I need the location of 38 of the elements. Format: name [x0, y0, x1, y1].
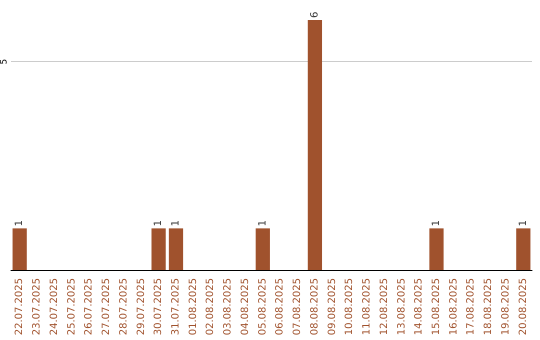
- y-tick-label: 5: [0, 58, 10, 65]
- x-tick-label: 29.07.2025: [136, 278, 147, 336]
- x-tick-label: 10.08.2025: [344, 278, 356, 336]
- data-label: 6: [309, 12, 320, 18]
- x-tick-label: 24.07.2025: [48, 278, 60, 336]
- x-tick-label: 14.08.2025: [414, 278, 425, 336]
- x-tick-label: 17.08.2025: [466, 278, 477, 336]
- x-tick-label: 08.08.2025: [309, 278, 320, 336]
- data-label: 1: [14, 220, 26, 226]
- x-tick-label: 22.07.2025: [14, 278, 26, 336]
- x-tick-label: 15.08.2025: [430, 278, 442, 336]
- x-tick-label: 25.07.2025: [66, 278, 78, 336]
- x-tick-label: 16.08.2025: [448, 278, 460, 336]
- x-tick-label: 01.08.2025: [188, 278, 199, 336]
- data-label: 1: [257, 220, 268, 226]
- x-tick-label: 03.08.2025: [222, 278, 234, 336]
- x-tick-label: 11.08.2025: [362, 278, 373, 336]
- x-tick-label: 19.08.2025: [500, 278, 512, 336]
- x-tick-label: 28.07.2025: [118, 278, 130, 336]
- data-label: 1: [430, 220, 442, 226]
- data-label: 1: [170, 220, 182, 226]
- x-tick-label: 07.08.2025: [292, 278, 304, 336]
- x-tick-label: 13.08.2025: [396, 278, 408, 336]
- x-tick-label: 06.08.2025: [274, 278, 286, 336]
- x-tick-label: 05.08.2025: [257, 278, 268, 336]
- x-tick-label: 09.08.2025: [326, 278, 338, 336]
- x-tick-label: 31.07.2025: [170, 278, 182, 336]
- x-tick-label: 20.08.2025: [518, 278, 529, 336]
- x-tick-label: 18.08.2025: [483, 278, 494, 336]
- data-label: 1: [518, 220, 529, 226]
- x-tick-label: 30.07.2025: [153, 278, 164, 336]
- x-tick-label: 26.07.2025: [84, 278, 95, 336]
- x-tick-label: 02.08.2025: [205, 278, 216, 336]
- x-tick-label: 23.07.2025: [32, 278, 43, 336]
- data-label: 1: [153, 220, 164, 226]
- x-tick-label: 04.08.2025: [240, 278, 251, 336]
- x-tick-label: 27.07.2025: [101, 278, 112, 336]
- x-tick-label: 12.08.2025: [378, 278, 390, 336]
